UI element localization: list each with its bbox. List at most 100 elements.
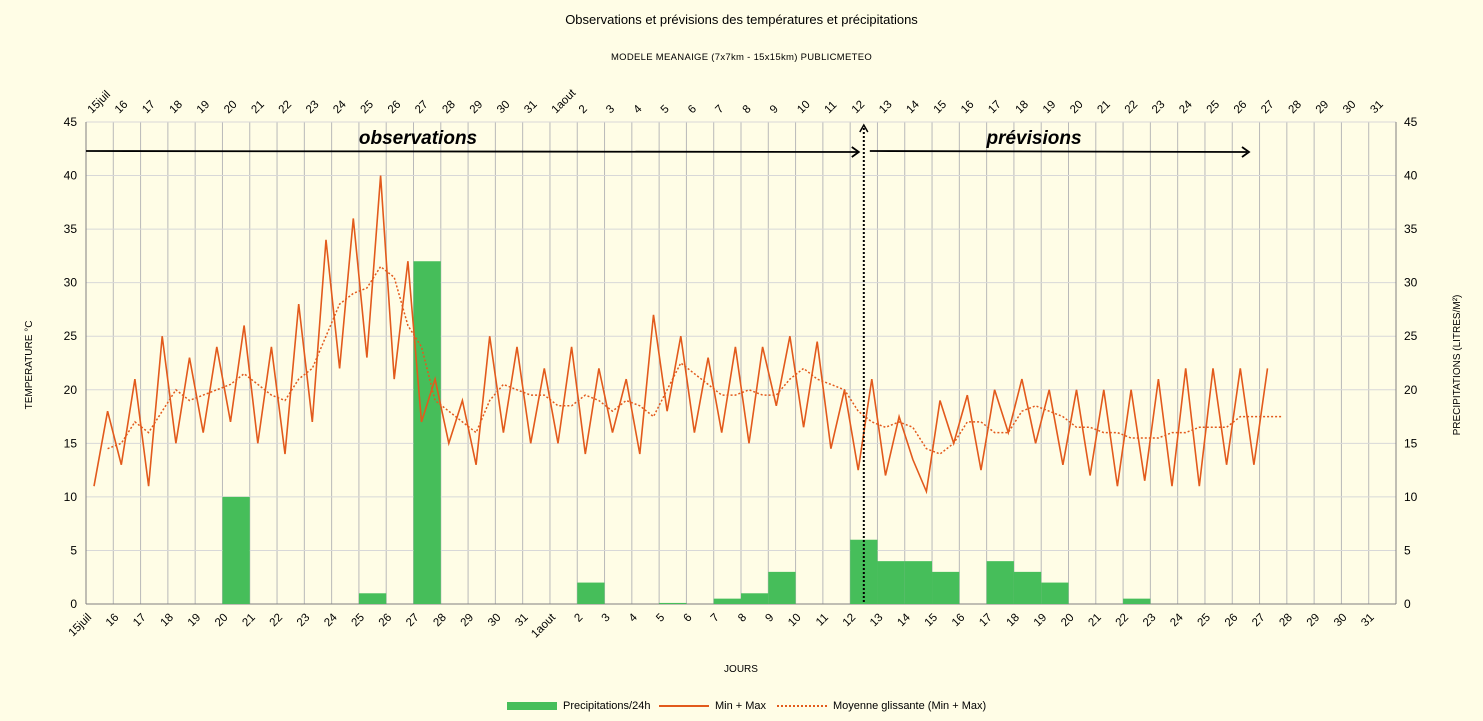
annotation-previsions: prévisions bbox=[985, 128, 1081, 149]
precip-bar bbox=[713, 598, 741, 604]
x-tick-label-top: 22 bbox=[1123, 99, 1141, 117]
x-tick-label-bottom: 28 bbox=[1277, 612, 1295, 630]
x-tick-label-bottom: 8 bbox=[736, 612, 749, 625]
x-tick-label-bottom: 26 bbox=[1223, 612, 1241, 630]
x-tick-label-top: 28 bbox=[1286, 99, 1304, 117]
y-tick-label-left: 30 bbox=[64, 276, 78, 290]
x-tick-label-top: 24 bbox=[1177, 98, 1195, 116]
y-axis-title-right: PRECIPITATIONS (LITRES/M²) bbox=[1452, 295, 1463, 436]
legend-dotted-swatch bbox=[777, 705, 827, 708]
x-tick-label-bottom: 17 bbox=[977, 612, 995, 630]
x-tick-label-top: 31 bbox=[522, 99, 540, 117]
x-tick-label-bottom: 28 bbox=[431, 612, 449, 630]
legend-precipitations: Precipitations/24h bbox=[507, 700, 650, 712]
x-tick-label-bottom: 13 bbox=[868, 612, 886, 630]
x-tick-label-bottom: 30 bbox=[486, 612, 504, 630]
y-tick-label-left: 15 bbox=[64, 436, 78, 450]
x-tick-label-bottom: 20 bbox=[213, 612, 231, 630]
precip-bar bbox=[768, 571, 796, 604]
x-tick-label-top: 12 bbox=[850, 99, 868, 117]
x-tick-label-top: 29 bbox=[1314, 99, 1332, 117]
x-tick-label-top: 27 bbox=[413, 99, 431, 117]
x-tick-label-bottom: 29 bbox=[459, 612, 477, 630]
x-tick-label-bottom: 5 bbox=[654, 612, 667, 625]
x-tick-label-top: 18 bbox=[1014, 99, 1032, 117]
x-tick-label-top: 15 bbox=[932, 99, 950, 117]
x-tick-label-top: 3 bbox=[604, 103, 617, 116]
x-tick-label-top: 25 bbox=[359, 99, 377, 117]
precip-bar bbox=[932, 571, 960, 604]
legend-line-swatch bbox=[659, 705, 709, 708]
y-tick-label-right: 15 bbox=[1404, 436, 1418, 450]
x-tick-label-bottom: 4 bbox=[627, 611, 640, 624]
arrow-previsions bbox=[869, 150, 1248, 153]
x-tick-label-bottom: 21 bbox=[1086, 612, 1104, 630]
x-tick-label-bottom: 2 bbox=[572, 612, 585, 625]
x-tick-label-bottom: 25 bbox=[1196, 612, 1214, 630]
series-line-moyenne-glissante bbox=[107, 265, 1282, 455]
legend-label-minmax: Min + Max bbox=[715, 700, 767, 712]
x-tick-label-bottom: 24 bbox=[322, 611, 340, 629]
x-tick-label-top: 26 bbox=[1232, 99, 1250, 117]
x-tick-label-top: 21 bbox=[1095, 99, 1113, 117]
y-tick-label-right: 10 bbox=[1404, 490, 1418, 504]
x-tick-label-top: 9 bbox=[768, 103, 781, 116]
y-tick-label-left: 45 bbox=[64, 115, 78, 129]
x-tick-label-top: 26 bbox=[386, 99, 404, 117]
y-tick-label-right: 35 bbox=[1404, 222, 1418, 236]
precip-bar bbox=[1041, 582, 1069, 604]
x-tick-label-top: 25 bbox=[1205, 99, 1223, 117]
x-tick-label-bottom: 20 bbox=[1059, 612, 1077, 630]
x-tick-label-top: 7 bbox=[713, 103, 726, 116]
x-tick-label-top: 20 bbox=[222, 99, 240, 117]
x-tick-label-top: 28 bbox=[440, 99, 458, 117]
legend-label-moyenne: Moyenne glissante (Min + Max) bbox=[833, 700, 987, 712]
x-tick-label-bottom: 19 bbox=[1032, 612, 1050, 630]
y-tick-label-right: 40 bbox=[1404, 169, 1418, 183]
x-tick-label-bottom: 25 bbox=[350, 612, 368, 630]
separator-arrowhead bbox=[859, 123, 869, 133]
x-tick-label-top: 13 bbox=[877, 99, 895, 117]
x-tick-label-top: 2 bbox=[577, 103, 590, 116]
precip-bar bbox=[659, 602, 687, 604]
x-tick-label-bottom: 6 bbox=[682, 612, 695, 625]
y-tick-label-left: 40 bbox=[64, 169, 78, 183]
x-tick-label-top: 19 bbox=[195, 99, 213, 117]
y-tick-label-right: 20 bbox=[1404, 383, 1418, 397]
x-tick-label-top: 15juil bbox=[86, 89, 113, 116]
x-tick-label-bottom: 16 bbox=[950, 612, 968, 630]
x-tick-label-bottom: 31 bbox=[1359, 612, 1377, 630]
legend-bar-swatch bbox=[507, 702, 557, 711]
x-tick-label-bottom: 22 bbox=[268, 612, 286, 630]
x-tick-label-top: 17 bbox=[986, 99, 1004, 117]
x-tick-label-top: 29 bbox=[468, 99, 486, 117]
chart-legend: Precipitations/24h Min + Max Moyenne gli… bbox=[0, 700, 1483, 718]
x-tick-label-top: 4 bbox=[631, 103, 644, 116]
x-tick-label-bottom: 3 bbox=[600, 612, 613, 625]
chart-title: Observations et prévisions des températu… bbox=[565, 12, 918, 27]
precip-bar bbox=[1013, 571, 1042, 604]
x-tick-label-bottom: 9 bbox=[763, 612, 776, 625]
y-tick-label-right: 0 bbox=[1404, 597, 1411, 611]
annotation-observations: observations bbox=[359, 128, 477, 149]
x-tick-label-bottom: 10 bbox=[786, 612, 804, 630]
x-tick-label-top: 24 bbox=[331, 98, 349, 116]
x-tick-label-bottom: 30 bbox=[1332, 612, 1350, 630]
y-tick-label-left: 10 bbox=[64, 490, 78, 504]
precip-bar bbox=[904, 561, 933, 604]
y-tick-label-left: 25 bbox=[64, 329, 78, 343]
x-tick-label-bottom: 29 bbox=[1305, 612, 1323, 630]
x-tick-label-top: 20 bbox=[1068, 99, 1086, 117]
x-tick-label-bottom: 18 bbox=[158, 612, 176, 630]
x-tick-label-bottom: 14 bbox=[895, 611, 913, 629]
precip-bar bbox=[986, 561, 1014, 604]
y-tick-label-left: 5 bbox=[70, 543, 77, 557]
legend-moyenne: Moyenne glissante (Min + Max) bbox=[777, 700, 986, 712]
x-axis-title: JOURS bbox=[724, 664, 758, 675]
series-line-min-max bbox=[93, 175, 1269, 495]
precip-bar bbox=[741, 593, 769, 604]
x-tick-label-top: 18 bbox=[168, 99, 186, 117]
x-tick-label-bottom: 27 bbox=[1250, 612, 1268, 630]
x-tick-label-top: 19 bbox=[1041, 99, 1059, 117]
